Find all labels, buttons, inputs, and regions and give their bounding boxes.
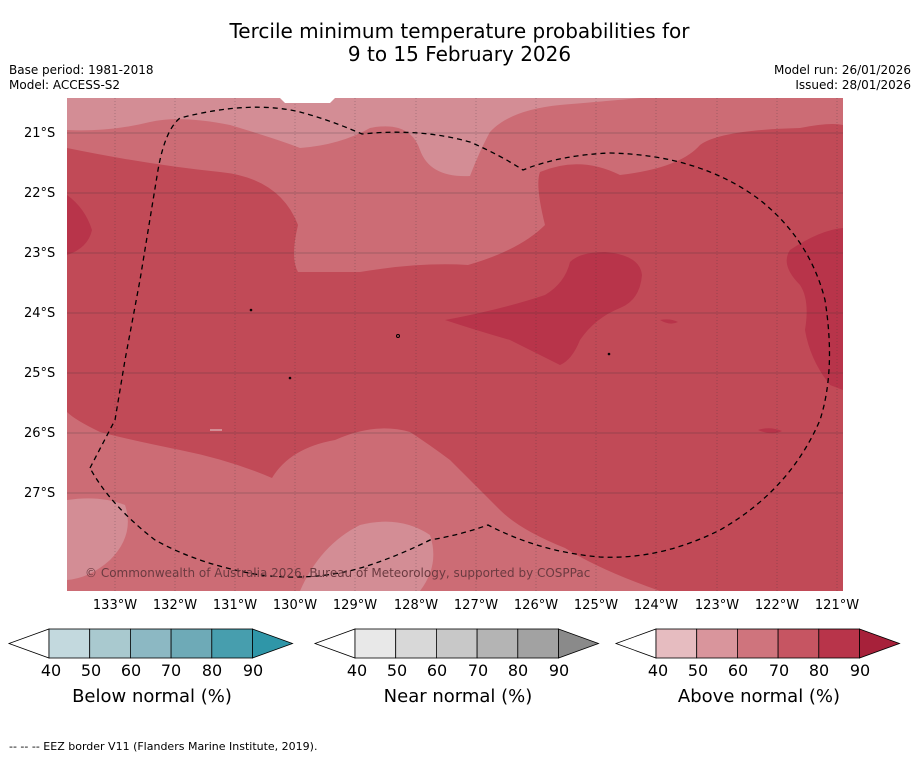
colorbar-below-tick: 60 [120,661,142,680]
map-title-line1: Tercile minimum temperature probabilitie… [229,19,690,43]
colorbar-near-segment [435,628,478,659]
field-light-speck [210,429,222,431]
colorbar-below-segment [89,628,131,659]
colorbar-near-tick: 70 [467,661,489,680]
lat-label: 24°S [24,306,56,321]
colorbar-below-tick: 90 [242,661,264,680]
lon-label: 128°W [393,598,439,613]
lon-label: 122°W [754,598,800,613]
lon-label: 129°W [332,598,378,613]
colorbar-below-segment [129,628,172,659]
colorbar-above-tick: 90 [849,661,871,680]
map-field [67,98,843,591]
colorbar-below-tick: 80 [201,661,223,680]
colorbar-below-over-triangle [252,628,294,659]
colorbar-near-label: Near normal (%) [383,686,533,707]
lat-label: 27°S [24,486,56,501]
eez-border [89,106,831,578]
field-90-speck [660,319,678,324]
lon-label: 127°W [453,598,499,613]
colorbar-below-segment [48,628,91,659]
lon-label: 132°W [152,598,198,613]
colorbar-below-tick: 50 [80,661,102,680]
model-run: Model run: 26/01/2026 [773,63,911,77]
lon-label: 121°W [814,598,860,613]
colorbar-below-tick: 70 [160,661,182,680]
lat-label: 26°S [24,426,56,441]
colorbar-near-tick: 80 [507,661,529,680]
field-90-east-edge [786,228,843,390]
eez-footnote: -- -- -- EEZ border V11 (Flanders Marine… [9,740,318,753]
colorbar-above-tick: 50 [687,661,709,680]
base-period: Base period: 1981-2018 [9,63,154,77]
colorbar-below-tick: 40 [40,661,62,680]
colorbar-above-segment [818,628,860,659]
field-80-main [67,124,843,591]
colorbar-above-under-triangle [614,628,657,659]
colorbar-above-segment [655,628,698,659]
model-name: Model: ACCESS-S2 [9,78,121,92]
lon-label: 124°W [633,598,679,613]
lon-label: 123°W [694,598,740,613]
lat-label: 22°S [24,186,56,201]
colorbar-above-segment [737,628,779,659]
colorbar-near-tick: 50 [386,661,408,680]
colorbar-near-segment [354,628,397,659]
colorbar-below-under-triangle [7,628,50,659]
grid [67,98,843,591]
colorbar-near-tick: 90 [548,661,570,680]
field-90-east-center [445,252,642,365]
map-title-line2: 9 to 15 February 2026 [347,42,572,66]
colorbar-near-tick: 60 [426,661,448,680]
colorbar-near-tick: 40 [346,661,368,680]
lat-label: 23°S [24,246,56,261]
colorbar-above-tick: 80 [808,661,830,680]
issued-date: Issued: 28/01/2026 [795,78,911,92]
colorbars [7,628,901,659]
lat-label: 25°S [24,366,56,381]
colorbar-near-segment [476,628,519,659]
lon-label: 130°W [272,598,318,613]
map-notch [280,98,335,103]
colorbar-above-tick: 40 [647,661,669,680]
islands [249,308,611,380]
colorbar-above-segment [777,628,820,659]
colorbar-near-segment [517,628,559,659]
colorbar-above-segment [696,628,738,659]
field-light-bottom-left [67,498,128,580]
lon-label: 133°W [92,598,138,613]
lat-label: 21°S [24,126,56,141]
colorbar-below-label: Below normal (%) [72,686,232,707]
colorbar-near-segment [395,628,437,659]
field-90-west-edge [67,195,92,255]
colorbar-above-tick: 70 [768,661,790,680]
lon-label: 125°W [573,598,619,613]
colorbar-above-over-triangle [859,628,901,659]
colorbar-below-segment [170,628,213,659]
lon-label: 131°W [212,598,258,613]
lon-label: 126°W [513,598,559,613]
colorbar-above-tick: 60 [727,661,749,680]
colorbar-above-label: Above normal (%) [677,686,841,707]
colorbar-below-segment [211,628,253,659]
field-light-top-left [67,98,640,177]
colorbar-near-under-triangle [313,628,356,659]
copyright-notice: © Commonwealth of Australia 2026, Bureau… [85,566,590,580]
field-90-speck [758,428,782,434]
colorbar-near-over-triangle [558,628,600,659]
